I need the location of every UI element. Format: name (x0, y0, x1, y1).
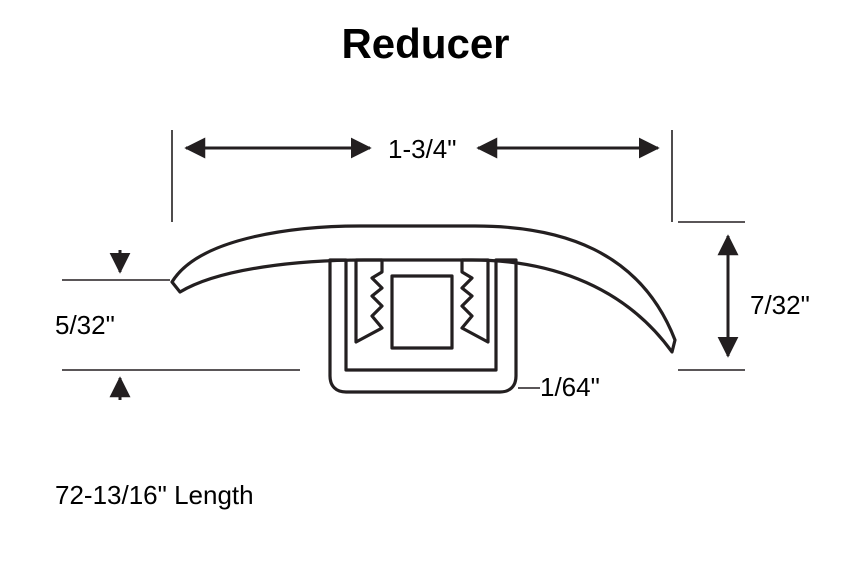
dimension-lines (120, 148, 728, 400)
diagram-svg (0, 0, 851, 564)
profile-outline (172, 226, 675, 392)
